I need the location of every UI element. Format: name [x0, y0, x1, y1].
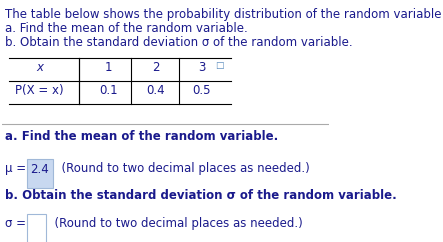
Text: □: □	[215, 60, 224, 70]
Text: The table below shows the probability distribution of the random variable X.: The table below shows the probability di…	[5, 8, 443, 21]
Text: 0.1: 0.1	[99, 84, 117, 97]
Text: a. Find the mean of the random variable.: a. Find the mean of the random variable.	[5, 22, 248, 35]
Text: 3: 3	[198, 61, 205, 74]
Text: (Round to two decimal places as needed.): (Round to two decimal places as needed.)	[54, 162, 310, 175]
FancyBboxPatch shape	[27, 214, 46, 242]
Text: 2.4: 2.4	[31, 163, 49, 176]
Text: 0.5: 0.5	[192, 84, 210, 97]
Text: b. Obtain the standard deviation σ of the random variable.: b. Obtain the standard deviation σ of th…	[5, 36, 353, 49]
Text: b. Obtain the standard deviation σ of the random variable.: b. Obtain the standard deviation σ of th…	[5, 189, 397, 203]
Text: 0.4: 0.4	[146, 84, 165, 97]
Text: 1: 1	[105, 61, 112, 74]
Text: a. Find the mean of the random variable.: a. Find the mean of the random variable.	[5, 130, 279, 143]
Text: σ =: σ =	[5, 217, 30, 230]
Text: x: x	[36, 61, 43, 74]
Text: 2: 2	[152, 61, 159, 74]
Text: μ =: μ =	[5, 162, 30, 175]
Text: (Round to two decimal places as needed.): (Round to two decimal places as needed.)	[47, 217, 303, 230]
FancyBboxPatch shape	[27, 159, 53, 189]
Text: P(X = x): P(X = x)	[16, 84, 64, 97]
